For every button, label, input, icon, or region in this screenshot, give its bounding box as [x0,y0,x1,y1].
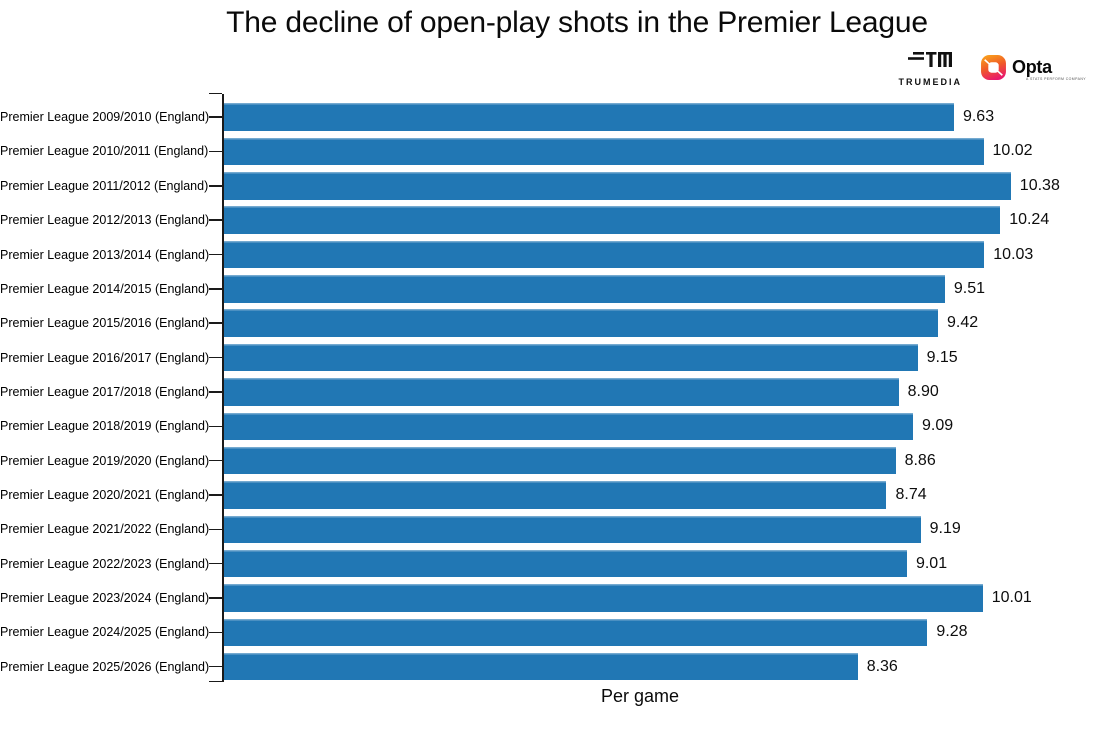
bar-value-label: 9.63 [962,108,995,126]
y-axis-tick [209,322,222,324]
bar-value-label: 10.02 [992,142,1033,160]
y-axis-label: Premier League 2013/2014 (England) [0,247,210,262]
opta-wordmark: Opta [1012,57,1052,77]
y-axis-tick [209,391,222,393]
bar [224,275,945,303]
y-axis-label: Premier League 2016/2017 (England) [0,350,210,365]
y-axis-tick [209,562,222,565]
bar [224,584,983,612]
bar [224,515,921,544]
bar-value-label: 9.09 [922,417,954,435]
bar-value-label: 10.01 [991,589,1032,606]
y-axis-label: Premier League 2017/2018 (England) [0,384,210,399]
bar-value-label: 8.36 [866,657,898,675]
y-axis-tick [209,116,222,118]
opta-icon [980,54,1007,86]
trumedia-icon [908,52,953,74]
y-axis-label: Premier League 2015/2016 (England) [0,316,210,331]
y-axis-tick [209,631,222,634]
y-axis-label: Premier League 2024/2025 (England) [0,625,210,640]
bar-value-label: 8.74 [895,485,927,503]
bar [224,240,985,269]
y-axis-tick [209,494,222,496]
y-axis-line [222,93,224,682]
y-axis-label: Premier League 2022/2023 (England) [0,556,210,571]
x-axis-label: Per game [600,686,680,706]
trumedia-wordmark: TRUMEDIA [898,77,963,87]
bar-value-label: 8.90 [907,382,939,400]
bar-value-label: 9.28 [936,623,968,641]
bar-value-label: 9.51 [953,279,985,297]
bar [224,549,907,578]
bar [224,481,887,509]
y-axis-tick [209,665,222,668]
bar-value-label: 8.86 [904,451,936,469]
y-axis-tick [209,288,222,290]
bar [224,446,896,475]
y-axis-label: Premier League 2021/2022 (England) [0,522,210,537]
y-axis-label: Premier League 2012/2013 (England) [0,213,210,228]
bar [224,378,899,406]
y-axis-cap-top [209,92,222,95]
y-axis-tick [209,185,222,187]
bar-value-label: 10.24 [1009,211,1050,229]
bar [224,652,858,681]
y-axis-label: Premier League 2023/2024 (England) [0,591,210,605]
y-axis-label: Premier League 2010/2011 (England) [0,144,209,159]
bar-value-label: 9.19 [929,520,961,538]
y-axis-tick [209,528,222,531]
bar-value-label: 9.15 [926,348,958,366]
y-axis-tick [209,459,222,462]
bar [224,172,1011,200]
y-axis-label: Premier League 2014/2015 (England) [0,281,210,296]
y-axis-label: Premier League 2011/2012 (England) [0,178,209,193]
y-axis-label: Premier League 2018/2019 (England) [0,419,210,434]
y-axis-cap-bottom [209,680,222,683]
y-axis-tick [209,597,222,599]
page-title: The decline of open-play shots in the Pr… [226,6,928,39]
y-axis-tick [209,425,222,427]
bar-value-label: 10.03 [993,245,1034,263]
bar [224,618,928,647]
y-axis-label: Premier League 2009/2010 (England) [0,110,210,125]
opta-tagline: A STATS PERFORM COMPANY [1026,77,1086,81]
bar [224,103,954,131]
bar [224,206,1001,234]
bar [224,343,918,372]
bar-value-label: 9.42 [947,314,979,332]
bar [224,309,939,337]
y-axis-tick [209,356,222,359]
y-axis-tick [209,219,222,221]
y-axis-tick [209,253,222,256]
y-axis-label: Premier League 2020/2021 (England) [0,487,210,502]
trumedia-logo: TRUMEDIA [899,52,963,87]
bar-value-label: 10.38 [1019,176,1060,194]
branding: TRUMEDIA Opta A STAT [899,52,1086,87]
y-axis-label: Premier League 2025/2026 (England) [0,659,210,674]
y-axis-label: Premier League 2019/2020 (England) [0,453,210,468]
opta-logo: Opta A STATS PERFORM COMPANY [980,54,1086,86]
bar [224,412,914,440]
bar-value-label: 9.01 [915,554,948,572]
y-axis-tick [209,150,222,153]
bar [224,137,984,166]
